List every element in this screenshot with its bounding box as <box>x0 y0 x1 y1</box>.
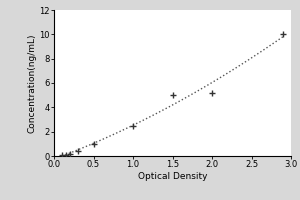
Y-axis label: Concentration(ng/mL): Concentration(ng/mL) <box>28 33 37 133</box>
X-axis label: Optical Density: Optical Density <box>138 172 207 181</box>
